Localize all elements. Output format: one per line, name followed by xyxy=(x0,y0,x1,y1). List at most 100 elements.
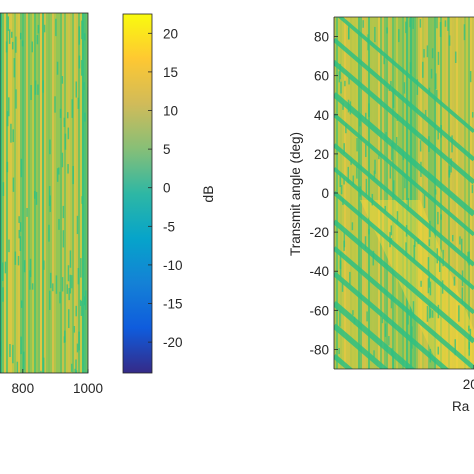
right-diagonal-band xyxy=(334,143,474,267)
left-streak xyxy=(43,260,45,270)
left-streak xyxy=(0,60,2,73)
left-streak xyxy=(13,58,16,78)
left-streak xyxy=(48,186,51,206)
left-stripe xyxy=(44,13,46,373)
left-streak xyxy=(21,40,24,47)
left-stripe xyxy=(82,13,84,373)
right-stripe xyxy=(428,17,430,369)
left-streak xyxy=(61,277,64,292)
left-streak xyxy=(63,336,66,343)
left-stripe xyxy=(56,13,58,373)
right-streak xyxy=(467,251,469,264)
left-streak xyxy=(8,29,11,44)
right-streak xyxy=(414,240,416,247)
right-x-tick-label: 200 xyxy=(463,377,474,392)
right-streak xyxy=(365,178,368,196)
right-streak xyxy=(391,143,393,160)
right-streak xyxy=(439,256,441,272)
right-streak xyxy=(386,27,388,34)
right-streak xyxy=(366,311,368,322)
left-streak xyxy=(55,275,58,294)
right-streak xyxy=(450,158,452,173)
colorbar-tick-label: 5 xyxy=(163,142,171,157)
left-streak xyxy=(0,341,2,357)
right-streak xyxy=(347,166,350,184)
left-stripe xyxy=(72,13,74,373)
left-heatmap-stripes xyxy=(0,13,88,373)
right-streak xyxy=(442,249,444,267)
right-streak xyxy=(356,165,358,179)
left-streak xyxy=(8,239,10,253)
left-streak xyxy=(6,111,9,127)
left-streak xyxy=(58,218,60,230)
right-streak xyxy=(423,194,426,209)
left-streak xyxy=(19,236,22,252)
left-stripe xyxy=(4,13,6,373)
right-streak xyxy=(427,257,430,273)
right-diagonal-band xyxy=(334,113,474,237)
right-stripe xyxy=(404,17,406,369)
right-streak xyxy=(343,143,345,154)
colorbar-tick-label: 0 xyxy=(163,181,171,196)
left-streak xyxy=(5,41,8,53)
right-streak xyxy=(468,325,470,332)
right-streak xyxy=(343,178,345,185)
left-stripe xyxy=(0,13,2,373)
right-streak xyxy=(440,214,442,220)
right-streak xyxy=(381,318,384,324)
right-streak xyxy=(365,112,367,120)
right-streak xyxy=(471,184,474,194)
left-streak xyxy=(9,344,11,358)
left-streak xyxy=(54,96,56,113)
left-streak xyxy=(29,258,32,278)
right-diagonal-band xyxy=(334,37,474,162)
left-streak xyxy=(76,215,79,235)
right-streak xyxy=(427,278,430,294)
left-stripe xyxy=(40,13,42,373)
right-stripe xyxy=(402,17,404,369)
right-streak xyxy=(405,225,408,237)
right-streak xyxy=(413,245,415,261)
right-streak xyxy=(368,103,370,117)
left-streak xyxy=(19,222,22,232)
right-stripe xyxy=(384,17,386,369)
right-streak xyxy=(428,239,431,247)
right-streak xyxy=(461,270,464,287)
right-streak xyxy=(334,60,336,67)
right-streak xyxy=(389,163,392,179)
right-streak xyxy=(338,348,340,355)
left-streak xyxy=(61,152,64,168)
right-streak xyxy=(402,153,405,161)
right-stripe xyxy=(348,17,350,369)
right-y-tick-label: -40 xyxy=(309,264,329,279)
right-streak xyxy=(436,17,438,29)
right-streak xyxy=(471,112,474,118)
right-diagonal-band xyxy=(334,191,474,315)
right-streak xyxy=(349,271,351,286)
right-streak xyxy=(340,185,343,195)
left-streak xyxy=(10,123,12,143)
right-streak xyxy=(407,311,409,325)
left-streak xyxy=(7,16,9,31)
left-streak xyxy=(59,108,62,118)
right-stripe xyxy=(370,17,372,369)
left-stripe xyxy=(22,13,24,373)
right-streak xyxy=(429,281,432,296)
right-stripe xyxy=(418,17,420,369)
right-streak xyxy=(419,19,422,28)
left-stripe xyxy=(84,13,86,373)
left-streak xyxy=(30,85,32,101)
left-streak xyxy=(75,81,78,98)
left-stripe xyxy=(68,13,70,373)
right-streak xyxy=(353,316,356,325)
left-streak xyxy=(26,208,28,217)
right-stripe xyxy=(440,17,442,369)
left-stripe xyxy=(54,13,56,373)
colorbar-gradient xyxy=(122,13,153,374)
right-streak xyxy=(460,238,463,253)
right-streak xyxy=(417,238,419,245)
left-streak xyxy=(56,168,59,182)
right-streak xyxy=(451,234,454,242)
right-y-tick-label: 40 xyxy=(314,108,329,123)
